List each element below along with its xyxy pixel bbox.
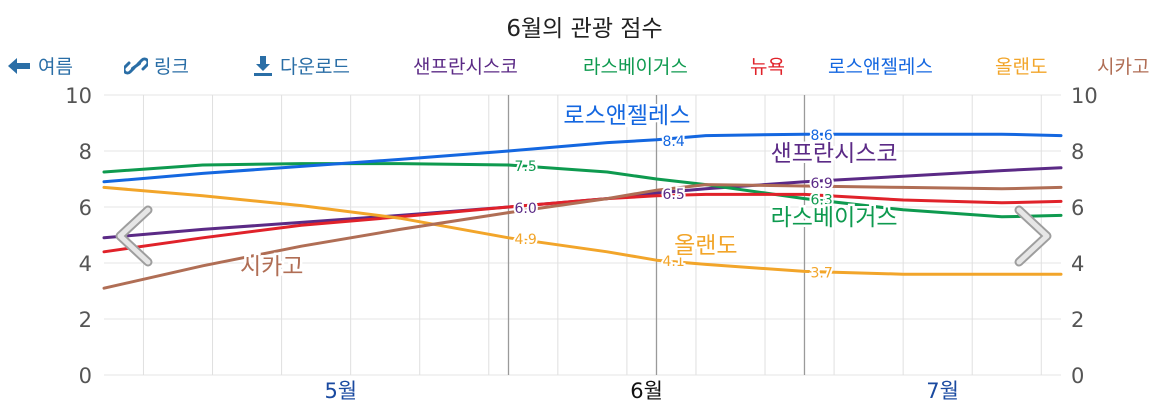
download-icon (254, 55, 272, 76)
next-arrow[interactable] (1014, 205, 1052, 267)
date-markers (507, 95, 806, 375)
y-tick-label-left: 10 (65, 84, 92, 108)
y-tick-label-right: 2 (1071, 308, 1084, 332)
series-name-label: 올랜도 (674, 233, 737, 259)
data-label: 8.6 (810, 128, 832, 144)
y-tick-label-left: 4 (79, 252, 92, 276)
prev-arrow[interactable] (115, 205, 153, 267)
toolbar: 여름 링크 다운로드 샌프란시스코 라스베이거스 뉴욕 로스앤젤레스 올랜도 시… (0, 52, 1169, 82)
y-tick-label-left: 6 (79, 196, 92, 220)
data-label: 7.5 (515, 159, 537, 175)
x-month-label: 5월 (324, 379, 357, 403)
back-button-label: 여름 (38, 56, 73, 78)
data-label: 6.0 (515, 201, 537, 217)
data-label: 8.4 (662, 134, 684, 150)
back-button[interactable]: 여름 (6, 52, 73, 79)
download-button[interactable]: 다운로드 (252, 52, 350, 79)
link-button-label: 링크 (154, 56, 189, 78)
axes: 0 0 2 2 4 4 6 6 8 8 10 10 5월 6월 7월 (65, 84, 1097, 403)
legend-item-los-angeles[interactable]: 로스앤젤레스 (828, 56, 933, 78)
series-lines (102, 132, 1063, 290)
legend-item-new-york[interactable]: 뉴욕 (750, 56, 785, 78)
y-tick-label-left: 0 (79, 364, 92, 388)
series-name-label: 샌프란시스코 (771, 141, 898, 167)
x-month-label: 6월 (630, 379, 663, 403)
y-tick-label-left: 8 (79, 140, 92, 164)
chevron-right-icon (1016, 207, 1050, 265)
legend-item-las-vegas[interactable]: 라스베이거스 (583, 56, 688, 78)
y-tick-label-right: 8 (1071, 140, 1084, 164)
series-line (102, 132, 1063, 184)
arrow-left-icon (8, 57, 30, 74)
link-button[interactable]: 링크 (124, 52, 189, 79)
y-tick-label-left: 2 (79, 308, 92, 332)
data-label: 4.1 (662, 254, 684, 270)
grid (104, 94, 1061, 376)
series-name-label: 로스앤젤레스 (563, 103, 690, 129)
data-label: 6.5 (662, 187, 684, 203)
data-label: 6.3 (810, 193, 832, 209)
download-button-label: 다운로드 (280, 56, 350, 78)
series-line (102, 192, 1063, 254)
y-tick-label-right: 6 (1071, 196, 1084, 220)
legend-item-orlando[interactable]: 올랜도 (995, 56, 1048, 78)
chevron-left-icon (117, 207, 151, 265)
data-label: 4.9 (515, 232, 537, 248)
legend-item-chicago[interactable]: 시카고 (1097, 56, 1150, 78)
y-tick-label-right: 0 (1071, 364, 1084, 388)
y-tick-label-right: 10 (1071, 84, 1098, 108)
series-line (102, 185, 1063, 276)
y-tick-label-right: 4 (1071, 252, 1084, 276)
series-line (102, 162, 1063, 219)
legend-item-san-francisco[interactable]: 샌프란시스코 (413, 56, 518, 78)
link-icon (124, 56, 148, 75)
series-line (102, 183, 1063, 290)
data-label: 3.7 (810, 265, 832, 281)
series-name-label: 시카고 (240, 254, 303, 280)
series-name-label: 라스베이거스 (771, 205, 898, 231)
x-month-label: 7월 (926, 379, 959, 403)
data-label: 6.9 (810, 176, 832, 192)
chart-title: 6월의 관광 점수 (506, 16, 663, 42)
